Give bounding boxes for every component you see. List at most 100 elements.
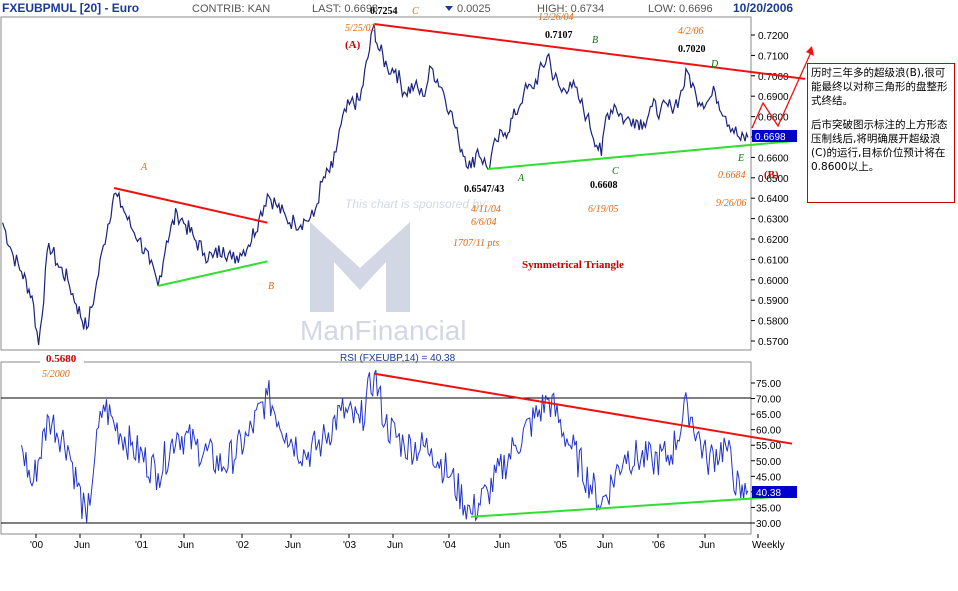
price-y-tick-label: 0.6600 xyxy=(758,153,789,164)
price-y-tick-label: 0.5800 xyxy=(758,317,789,328)
trendline-triangle-support xyxy=(487,139,798,170)
ann-val-7107: 0.7107 xyxy=(545,30,573,41)
ann-left-b: B xyxy=(268,281,274,292)
rsi-y-tick-label: 45.00 xyxy=(756,472,781,483)
rsi-panel xyxy=(0,361,752,535)
rsi-last-badge-bg xyxy=(752,486,797,498)
x-tick-label: Jun xyxy=(178,540,194,551)
ann-date-41104: 4/11/04 xyxy=(471,204,501,215)
x-tick-label: '00 xyxy=(30,540,43,551)
trendline-triangle-resistance xyxy=(374,23,806,80)
trendline-rsi-resistance xyxy=(374,372,793,445)
rsi-last-badge: 40.38 xyxy=(756,488,781,499)
last-label: LAST: 0.6698 xyxy=(312,3,378,15)
high-label: HIGH: 0.6734 xyxy=(537,3,604,15)
ann-lbl-b: B xyxy=(592,35,598,46)
ann-date-92606: 9/26/06 xyxy=(716,198,747,209)
rsi-series-line xyxy=(21,369,749,524)
ann-left-a: A xyxy=(140,162,148,173)
ann-date-122604: 12/26/04 xyxy=(538,12,574,23)
x-tick-label: Jun xyxy=(494,540,510,551)
price-y-tick-label: 0.7200 xyxy=(758,31,789,42)
rsi-y-tick-label: 50.00 xyxy=(756,457,781,468)
price-y-tick-label: 0.5700 xyxy=(758,337,789,348)
brand-text: ManFinancial xyxy=(300,315,467,346)
x-tick-label: Jun xyxy=(387,540,403,551)
rsi-y-tick-label: 55.00 xyxy=(756,441,781,452)
price-y-tick-label: 0.6500 xyxy=(758,174,789,185)
price-y-tick-label: 0.7000 xyxy=(758,72,789,83)
ann-low-date: 5/2000 xyxy=(42,369,70,380)
price-series-line xyxy=(2,23,749,346)
price-y-tick-label: 0.5900 xyxy=(758,296,789,307)
ann-val-6608: 0.6608 xyxy=(590,180,618,191)
ann-top-c: C xyxy=(412,6,419,17)
price-y-tick-label: 0.6100 xyxy=(758,255,789,266)
x-tick-label: '03 xyxy=(343,540,356,551)
commentary-para-1: 历时三年多的超级浪(B),很可能最终以对称三角形的盘整形式终结。 xyxy=(811,67,948,107)
rsi-y-tick-label: 65.00 xyxy=(756,410,781,421)
x-tick-label: Jun xyxy=(285,540,301,551)
ann-val-7020: 0.7020 xyxy=(678,44,706,55)
price-y-tick-label: 0.6400 xyxy=(758,194,789,205)
ann-pts: 1707/11 pts xyxy=(453,238,499,249)
low-label: LOW: 0.6696 xyxy=(648,3,713,15)
price-y-tick-label: 0.6900 xyxy=(758,92,789,103)
x-tick-label: Weekly xyxy=(752,540,785,551)
ann-val-6547: 0.6547/43 xyxy=(464,184,504,195)
ann-lbl-a-mid: A xyxy=(517,173,525,184)
rsi-title: RSI (FXEUBP,14) = 40.38 xyxy=(340,353,456,364)
price-y-tick-label: 0.7100 xyxy=(758,51,789,62)
x-tick-label: '04 xyxy=(443,540,456,551)
rsi-y-tick-label: 60.00 xyxy=(756,426,781,437)
change-label: 0.0025 xyxy=(457,3,491,15)
down-arrow-icon xyxy=(445,6,453,11)
ann-top-date: 5/25/03 xyxy=(345,23,376,34)
trendline-2001-02-resistance xyxy=(113,187,268,224)
header-bar xyxy=(0,0,800,16)
x-tick-label: '02 xyxy=(236,540,249,551)
trendline-rsi-support xyxy=(470,494,798,518)
trendline-2001-02-support xyxy=(157,260,268,287)
ann-date-4206: 4/2/06 xyxy=(678,26,704,37)
trendlines xyxy=(113,23,806,518)
x-tick-label: Jun xyxy=(74,540,90,551)
price-y-axis: 0.72000.71000.70000.69000.68000.67000.66… xyxy=(751,31,789,348)
x-tick-label: Jun xyxy=(699,540,715,551)
rsi-y-tick-label: 70.00 xyxy=(756,395,781,406)
ann-date-61905: 6/19/05 xyxy=(588,204,619,215)
price-last-badge: 0.6698 xyxy=(755,132,786,143)
rsi-y-tick-label: 75.00 xyxy=(756,379,781,390)
projection-arrow xyxy=(751,49,813,129)
x-tick-label: '01 xyxy=(135,540,148,551)
commentary-para-2: 后市突破图示标注的上方形态压制线后,将明确展开超级浪(C)的运行,目标价位预计将… xyxy=(811,119,948,173)
symbol-title: FXEUBPMUL [20] - Euro xyxy=(2,1,139,15)
x-tick-label: '06 xyxy=(652,540,665,551)
rsi-y-axis: 75.0070.0065.0060.0055.0050.0045.0040.00… xyxy=(751,379,781,530)
projection-arrowhead-icon xyxy=(806,46,814,56)
ann-low-value: 0.5680 xyxy=(46,353,77,365)
date-label: 10/20/2006 xyxy=(733,1,793,15)
x-axis: '00 Jun '01 Jun '02 Jun '03 Jun '04 Jun '05 Jun '06 J… xyxy=(30,534,785,551)
ann-date-6604: 6/6/04 xyxy=(471,217,497,228)
sponsor-text: This chart is sponsored by: xyxy=(345,197,488,211)
rsi-y-tick-label: 35.00 xyxy=(756,503,781,514)
x-tick-label: '05 xyxy=(554,540,567,551)
ann-pattern: Symmetrical Triangle xyxy=(522,259,624,271)
man-financial-watermark: This chart is sponsored by: ManFinancial xyxy=(300,197,488,346)
ann-lbl-c-mid: C xyxy=(612,166,619,177)
ann-wave-a-big: (A) xyxy=(345,39,361,51)
x-tick-label: Jun xyxy=(597,540,613,551)
ann-val-6684: 0.6684 xyxy=(718,170,746,181)
price-y-tick-label: 0.6300 xyxy=(758,215,789,226)
price-y-tick-label: 0.6000 xyxy=(758,276,789,287)
ann-lbl-e: E xyxy=(737,153,744,164)
rsi-y-tick-label: 30.00 xyxy=(756,519,781,530)
commentary-box: 历时三年多的超级浪(B),很可能最终以对称三角形的盘整形式终结。 后市突破图示标… xyxy=(807,63,955,203)
price-panel xyxy=(0,16,752,351)
price-last-badge-bg xyxy=(752,130,797,142)
contrib-label: CONTRIB: KAN xyxy=(192,3,270,15)
ann-top-value: 0.7254 xyxy=(370,6,398,17)
